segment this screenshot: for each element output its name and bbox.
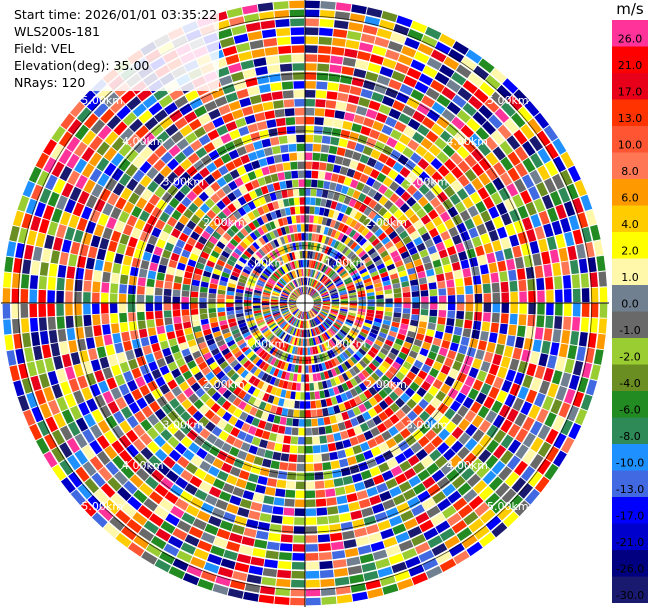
field-text: Field: VEL xyxy=(14,41,75,56)
colorbar-tick-label: 26.0 xyxy=(618,33,643,46)
colorbar: 26.0 21.0 17.0 13.0 10.0 8.0 6.0 4.0 2.0 1.0 0.0 -1… xyxy=(612,20,648,603)
colorbar-tick-label: -26.0 xyxy=(616,563,644,576)
colorbar-swatch xyxy=(612,285,648,312)
colorbar-tick-label: -10.0 xyxy=(616,457,644,470)
range-ring-label: 5.00km xyxy=(487,500,529,513)
velocity-field xyxy=(2,0,608,606)
range-ring-label: 4.00km xyxy=(122,135,164,148)
colorbar-tick-label: 0.0 xyxy=(621,298,639,311)
range-ring-label: 2.00km xyxy=(203,216,245,229)
colorbar-swatch xyxy=(612,311,648,339)
colorbar-swatch xyxy=(612,576,648,603)
range-ring-label: 2.00km xyxy=(365,216,407,229)
colorbar-swatch xyxy=(612,20,648,47)
colorbar-tick-label: -21.0 xyxy=(616,536,644,549)
range-ring-label: 3.00km xyxy=(163,175,205,188)
colorbar-swatch xyxy=(612,73,648,100)
colorbar-swatch xyxy=(612,470,648,498)
colorbar-tick-label: -6.0 xyxy=(619,404,640,417)
range-ring-label: 3.00km xyxy=(406,175,448,188)
colorbar-tick-label: 4.0 xyxy=(621,218,639,231)
colorbar-tick-label: -30.0 xyxy=(616,589,644,602)
range-ring-label: 4.00km xyxy=(122,459,164,472)
colorbar-swatch xyxy=(612,205,648,233)
colorbar-tick-label: 1.0 xyxy=(621,271,639,284)
colorbar-swatch xyxy=(612,99,648,127)
colorbar-swatch xyxy=(612,391,648,418)
nrays-text: NRays: 120 xyxy=(14,75,86,90)
colorbar-swatch xyxy=(612,258,648,286)
range-ring-label: 2.00km xyxy=(365,378,407,391)
range-ring-label: 5.00km xyxy=(81,94,123,107)
colorbar-unit-label: m/s xyxy=(616,0,644,18)
colorbar-tick-label: -2.0 xyxy=(619,351,640,364)
range-ring-label: 2.00km xyxy=(203,378,245,391)
colorbar-swatch xyxy=(612,550,648,577)
elevation-text: Elevation(deg): 35.00 xyxy=(14,58,150,73)
colorbar-swatch xyxy=(612,338,648,365)
colorbar-swatch xyxy=(612,497,648,524)
range-ring-label: 5.00km xyxy=(487,94,529,107)
range-ring-label: 1.00km xyxy=(325,338,367,351)
range-ring-label: 1.00km xyxy=(325,256,367,269)
range-ring-label: 1.00km xyxy=(244,338,286,351)
colorbar-tick-label: 10.0 xyxy=(618,139,643,152)
colorbar-swatch xyxy=(612,232,648,259)
start-time-text: Start time: 2026/01/01 03:35:22 xyxy=(14,7,218,22)
scan-info-panel: Start time: 2026/01/01 03:35:22 WLS200s-… xyxy=(12,6,220,91)
colorbar-swatch xyxy=(612,46,648,74)
range-ring-label: 1.00km xyxy=(244,256,286,269)
colorbar-tick-label: -13.0 xyxy=(616,483,644,496)
colorbar-swatch xyxy=(612,179,648,206)
instrument-text: WLS200s-181 xyxy=(14,24,100,39)
colorbar-tick-label: 2.0 xyxy=(621,245,639,258)
range-ring-label: 4.00km xyxy=(446,459,488,472)
range-ring-label: 3.00km xyxy=(163,419,205,432)
colorbar-swatch xyxy=(612,126,648,153)
colorbar-tick-label: -1.0 xyxy=(619,324,640,337)
colorbar-tick-label: 13.0 xyxy=(618,112,643,125)
colorbar-swatch xyxy=(612,417,648,445)
range-ring-label: 4.00km xyxy=(446,135,488,148)
colorbar-tick-label: 17.0 xyxy=(618,86,643,99)
colorbar-swatch xyxy=(612,444,648,471)
colorbar-tick-label: 8.0 xyxy=(621,165,639,178)
colorbar-swatch xyxy=(612,523,648,551)
range-ring-label: 3.00km xyxy=(406,419,448,432)
colorbar-swatch xyxy=(612,364,648,392)
colorbar-tick-label: -17.0 xyxy=(616,510,644,523)
colorbar-tick-label: -4.0 xyxy=(619,377,640,390)
colorbar-tick-label: 6.0 xyxy=(621,192,639,205)
colorbar-swatch xyxy=(612,152,648,180)
ppi-plot: 1.00km 1.00km 1.00km 1.00km 2.00km 2.00km 2.00… xyxy=(1,0,609,607)
colorbar-tick-label: -8.0 xyxy=(619,430,640,443)
range-ring-label: 5.00km xyxy=(81,500,123,513)
colorbar-tick-label: 21.0 xyxy=(618,59,643,72)
